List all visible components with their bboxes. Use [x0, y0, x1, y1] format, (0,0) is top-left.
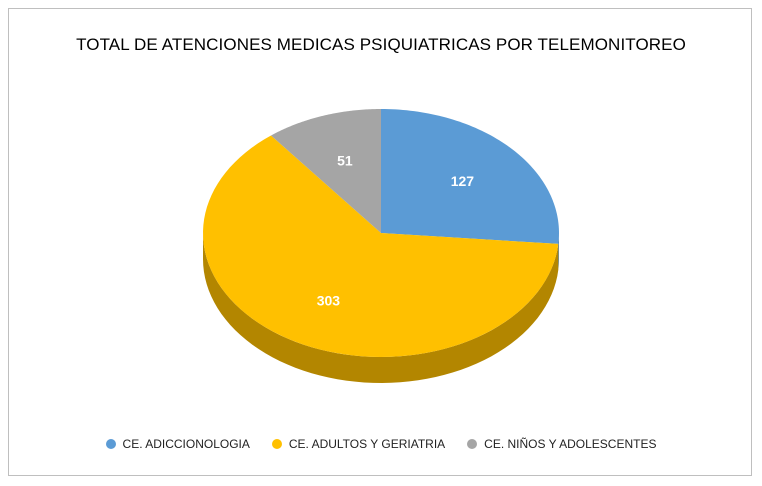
- chart-frame: TOTAL DE ATENCIONES MEDICAS PSIQUIATRICA…: [8, 8, 752, 476]
- legend-label-adultos-geriatria: CE. ADULTOS Y GERIATRIA: [288, 437, 446, 451]
- pie-slice-ninos-adolescentes: [271, 109, 381, 233]
- data-label-ninos-adolescentes: 51: [337, 152, 353, 168]
- legend-marker-adiccionologia: [105, 439, 116, 449]
- legend-label-adiccionologia: CE. ADICCIONOLOGIA: [122, 437, 250, 451]
- legend-marker-ninos-adolescentes: [467, 439, 478, 449]
- pie-side-adultos-geriatria: [203, 233, 559, 383]
- legend-item-adiccionologia: CE. ADICCIONOLOGIA: [105, 437, 250, 451]
- legend-item-adultos-geriatria: CE. ADULTOS Y GERIATRIA: [271, 437, 446, 451]
- pie-slice-adultos-geriatria: [203, 135, 559, 357]
- pie-slice-adiccionologia: [381, 109, 559, 244]
- legend: CE. ADICCIONOLOGIA CE. ADULTOS Y GERIATR…: [9, 437, 753, 451]
- legend-marker-adultos-geriatria: [271, 439, 282, 449]
- legend-label-ninos-adolescentes: CE. NIÑOS Y ADOLESCENTES: [484, 437, 657, 451]
- legend-item-ninos-adolescentes: CE. NIÑOS Y ADOLESCENTES: [467, 437, 656, 451]
- chart-title: TOTAL DE ATENCIONES MEDICAS PSIQUIATRICA…: [76, 35, 686, 54]
- data-label-adultos-geriatria: 303: [317, 293, 341, 309]
- data-label-adiccionologia: 127: [451, 173, 475, 189]
- pie-side-adiccionologia: [558, 233, 559, 270]
- pie-chart: 127 303 51: [203, 109, 559, 383]
